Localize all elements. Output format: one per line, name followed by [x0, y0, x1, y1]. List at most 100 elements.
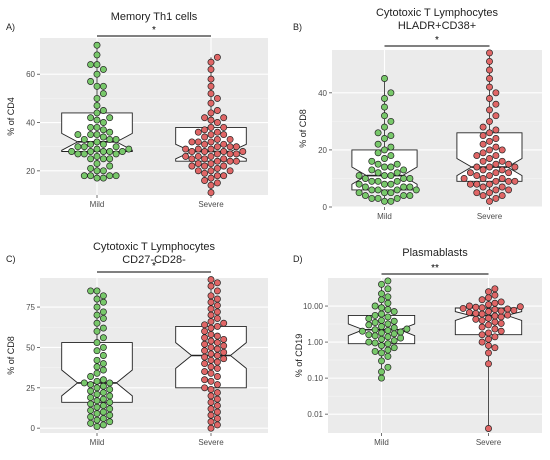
data-point-severe [485, 335, 492, 343]
data-point-mild [106, 385, 114, 393]
data-point-mild [400, 183, 408, 191]
data-point-mild [87, 61, 95, 69]
data-point-severe [201, 155, 209, 163]
data-point-severe [486, 66, 493, 74]
data-point-severe [478, 296, 486, 304]
data-point-mild [80, 172, 88, 180]
data-point-severe [479, 175, 487, 182]
data-point-severe [492, 112, 500, 120]
data-point-severe [485, 321, 492, 329]
data-point-mild [112, 150, 120, 158]
data-point-mild [99, 395, 107, 403]
data-point-severe [182, 152, 190, 160]
data-point-mild [390, 308, 398, 316]
data-point-severe [486, 49, 493, 57]
data-point-mild [378, 290, 385, 298]
data-point-mild [99, 119, 107, 126]
data-point-mild [99, 308, 107, 316]
data-point-mild [381, 163, 388, 171]
data-point-severe [207, 189, 215, 197]
panel-label: B) [293, 22, 302, 32]
data-point-mild [400, 192, 408, 200]
data-point-mild [112, 143, 120, 151]
data-point-mild [99, 324, 107, 332]
data-point-severe [207, 292, 215, 300]
data-point-severe [491, 333, 499, 341]
data-point-mild [93, 287, 101, 295]
data-point-mild [74, 131, 82, 139]
data-point-severe [478, 316, 486, 324]
data-point-severe [207, 145, 215, 153]
data-point-severe [207, 385, 215, 393]
y-tick-label: 25 [26, 384, 35, 393]
data-point-severe [207, 181, 215, 189]
data-point-mild [390, 337, 398, 345]
data-point-mild [378, 342, 385, 350]
data-point-severe [505, 169, 513, 177]
data-point-severe [220, 348, 228, 356]
y-tick-label: 1.00 [307, 338, 323, 347]
data-point-mild [368, 157, 376, 165]
data-point-severe [213, 119, 221, 126]
data-point-severe [491, 325, 499, 333]
data-point-severe [486, 129, 493, 137]
data-point-mild [384, 327, 392, 334]
data-point-severe [491, 312, 499, 320]
data-point-severe [466, 169, 474, 177]
data-point-mild [99, 389, 107, 397]
data-point-mild [384, 299, 392, 307]
data-point-severe [188, 162, 196, 170]
data-point-severe [232, 157, 240, 165]
data-point-severe [207, 298, 215, 306]
data-point-severe [486, 197, 493, 205]
data-point-mild [106, 411, 114, 419]
data-point-mild [87, 287, 95, 295]
data-point-mild [384, 352, 392, 360]
data-point-severe [498, 192, 506, 200]
data-point-mild [93, 397, 101, 405]
data-point-severe [492, 152, 500, 160]
data-point-severe [201, 376, 209, 384]
data-point-mild [74, 143, 82, 151]
data-point-mild [397, 334, 405, 342]
data-point-mild [387, 163, 395, 171]
data-point-mild [106, 379, 114, 387]
data-point-severe [213, 94, 221, 102]
data-point-severe [207, 411, 215, 419]
data-point-severe [492, 143, 500, 151]
data-point-severe [213, 135, 221, 143]
data-point-mild [368, 194, 376, 202]
data-point-mild [93, 295, 101, 303]
significance-label: * [152, 261, 156, 272]
data-point-severe [201, 126, 209, 134]
data-point-mild [87, 164, 95, 172]
data-point-severe [207, 337, 215, 345]
data-point-severe [201, 177, 209, 184]
data-point-mild [368, 177, 376, 185]
data-point-mild [384, 340, 392, 348]
data-point-mild [93, 384, 101, 392]
data-point-mild [412, 186, 420, 194]
panel-c: 0 25 50 75 Mild Severe * Cytotoxic T Lymphocyte… [6, 241, 268, 447]
data-point-severe [516, 303, 524, 311]
data-point-severe [201, 368, 209, 376]
data-point-mild [378, 304, 385, 312]
data-point-severe [465, 309, 473, 316]
data-point-severe [220, 155, 228, 163]
data-point-mild [93, 339, 101, 347]
data-point-mild [106, 405, 114, 413]
data-point-mild [384, 306, 392, 313]
data-point-severe [213, 128, 221, 136]
data-point-mild [381, 197, 388, 205]
data-point-severe [201, 360, 209, 368]
data-point-severe [226, 135, 234, 143]
data-point-mild [374, 194, 382, 202]
y-tick-label: 75 [26, 303, 35, 312]
panel-label: A) [6, 22, 15, 32]
data-point-severe [478, 323, 486, 331]
data-point-mild [87, 114, 95, 122]
data-point-severe [479, 132, 487, 140]
data-point-severe [479, 149, 487, 157]
data-point-severe [465, 302, 473, 310]
data-point-mild [125, 145, 133, 153]
